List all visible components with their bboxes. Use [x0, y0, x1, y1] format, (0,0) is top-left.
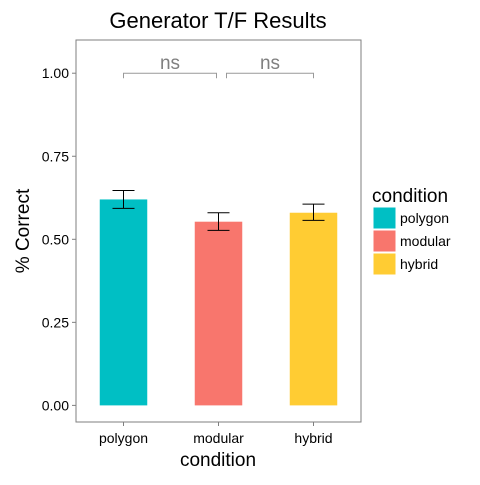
significance-bracket: ns: [123, 53, 217, 79]
y-tick-label: 0.50: [42, 231, 69, 247]
y-tick-label: 0.00: [42, 397, 69, 413]
legend-key-hybrid: [372, 252, 397, 276]
y-tick-label: 0.75: [42, 148, 69, 164]
y-tick-label: 0.25: [42, 314, 69, 330]
x-tick-label: hybrid: [294, 430, 332, 446]
y-axis-title: % Correct: [13, 188, 34, 273]
y-axis: 0.00 0.25 0.50 0.75 1.00: [42, 65, 76, 413]
x-axis-title: condition: [180, 450, 256, 471]
error-bars-group: [112, 189, 325, 231]
bars-group: [99, 199, 338, 406]
error-bar-modular: [207, 212, 230, 231]
x-axis: polygon modular hybrid: [99, 422, 333, 446]
legend-key-polygon: [372, 206, 397, 230]
significance-label: ns: [260, 53, 280, 74]
y-tick-label: 1.00: [42, 65, 69, 81]
chart-title: Generator T/F Results: [109, 8, 326, 33]
legend: condition polygon modular hybrid: [372, 186, 451, 276]
bar-hybrid: [289, 212, 338, 406]
bar-polygon: [99, 199, 148, 406]
bar-modular: [194, 221, 243, 406]
significance-annotations: ns ns: [123, 53, 314, 79]
legend-label: modular: [400, 233, 451, 249]
error-bar-polygon: [112, 189, 135, 209]
x-tick-label: modular: [193, 430, 244, 446]
legend-title: condition: [372, 186, 448, 207]
x-tick-label: polygon: [99, 430, 148, 446]
significance-bracket: ns: [226, 53, 314, 79]
legend-label: polygon: [400, 210, 449, 226]
error-bar-hybrid: [302, 203, 325, 221]
legend-label: hybrid: [400, 256, 438, 272]
significance-label: ns: [160, 53, 180, 74]
legend-key-modular: [372, 229, 397, 253]
